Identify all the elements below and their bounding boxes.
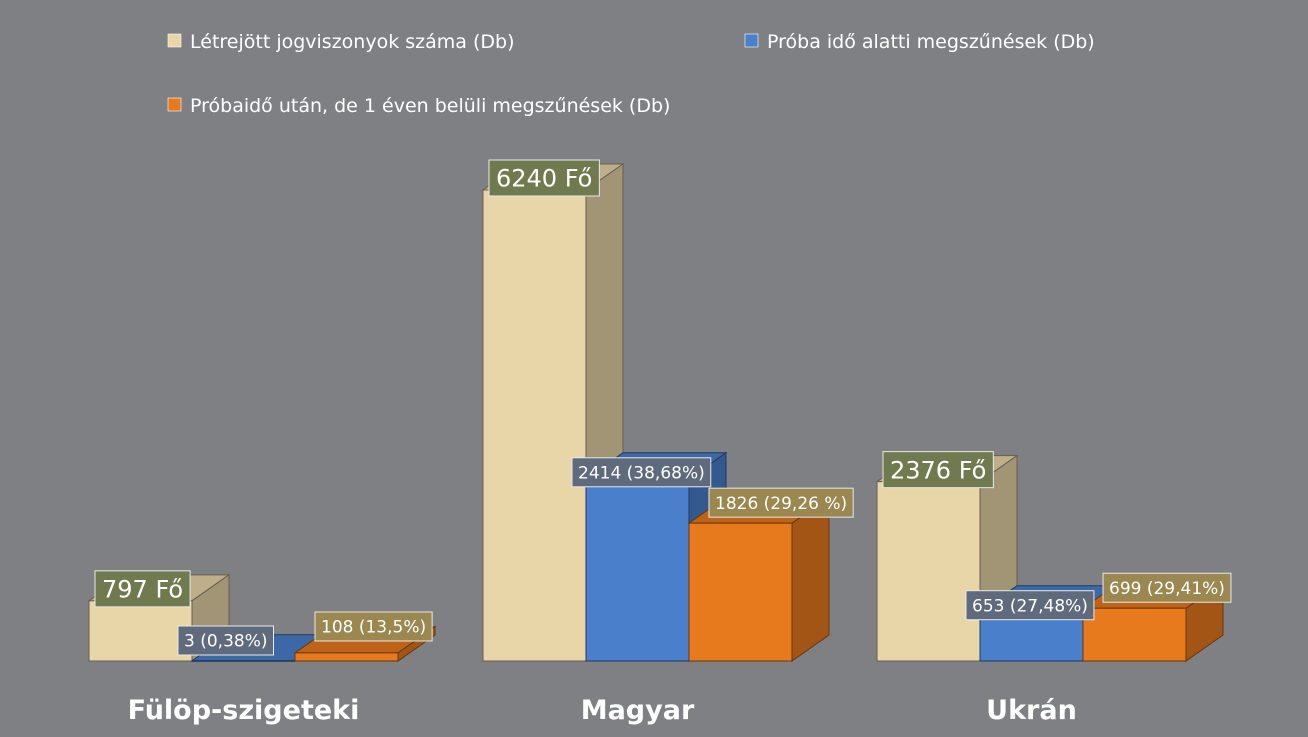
data-label-text: 699 (29,41%) [1109, 579, 1225, 599]
chart-bars [87, 163, 1225, 662]
data-label-3-3: 699 (29,41%) [1102, 572, 1232, 603]
data-label-2-1: 6240 Fő [488, 159, 600, 197]
data-label-text: 1826 (29,26 %) [715, 494, 847, 514]
legend-swatch-2 [744, 33, 759, 48]
data-label-box [1102, 572, 1232, 603]
bar-front-face [1082, 607, 1187, 662]
category-label-3: Ukrán [986, 695, 1077, 726]
data-label-text: 6240 Fő [496, 165, 592, 193]
data-label-box [708, 487, 854, 518]
chart-legend: Létrejött jogviszonyok száma (Db) Próba i… [167, 31, 1095, 117]
data-label-box [177, 625, 274, 656]
legend-swatch-3 [167, 97, 182, 112]
data-label-text: 2414 (38,68%) [578, 463, 705, 483]
legend-label-3: Próbaidő után, de 1 éven belüli megszűné… [190, 95, 670, 117]
bar-front-face [876, 481, 981, 662]
bar-side-face [791, 496, 830, 662]
chart-data-labels: 797 Fő 3 (0,38%) 108 (13,5%) 6240 Fő 2414 (3… [94, 159, 1232, 656]
data-label-3-2: 653 (27,48%) [965, 590, 1095, 621]
chart-category-labels: Fülöp-szigeteki Magyar Ukrán [128, 695, 1077, 726]
data-label-text: 653 (27,48%) [972, 596, 1088, 616]
bar-front-face [482, 189, 587, 662]
data-label-box [571, 457, 712, 488]
bar-front-face [585, 478, 690, 662]
category-label-2: Magyar [581, 695, 695, 726]
data-label-1-3: 108 (13,5%) [314, 611, 433, 642]
data-label-2-2: 2414 (38,68%) [571, 457, 712, 488]
legend-label-1: Létrejött jogviszonyok száma (Db) [190, 31, 514, 53]
data-label-text: 797 Fő [102, 575, 183, 603]
bar-front-face [688, 522, 793, 662]
data-label-1-2: 3 (0,38%) [177, 625, 274, 656]
legend-swatch-1 [167, 33, 182, 48]
data-label-text: 3 (0,38%) [184, 632, 268, 652]
data-label-box [314, 611, 433, 642]
data-label-text: 108 (13,5%) [321, 618, 426, 638]
data-label-box [94, 570, 191, 608]
data-label-3-1: 2376 Fő [882, 451, 994, 489]
data-label-2-3: 1826 (29,26 %) [708, 487, 854, 518]
category-label-1: Fülöp-szigeteki [128, 695, 360, 726]
data-label-box [882, 451, 994, 489]
bar-2-3 [687, 496, 831, 662]
bar-front-face [88, 600, 193, 662]
legend-label-2: Próba idő alatti megszűnések (Db) [767, 31, 1095, 53]
data-label-text: 2376 Fő [890, 456, 986, 484]
bar-front-face [191, 660, 296, 662]
bar-front-face [294, 652, 399, 662]
data-label-1-1: 797 Fő [94, 570, 191, 608]
data-label-box [965, 590, 1095, 621]
data-label-box [488, 159, 600, 197]
